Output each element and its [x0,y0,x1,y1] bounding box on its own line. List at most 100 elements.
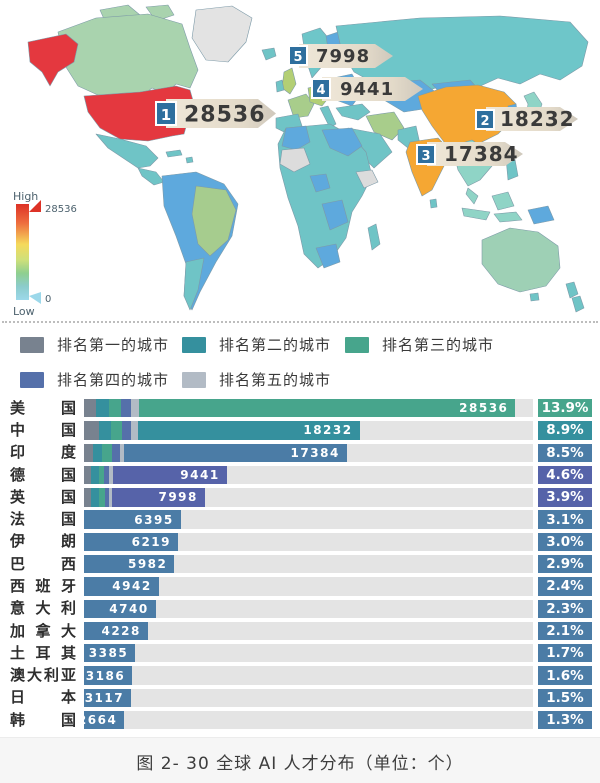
percent-badge: 2.9% [538,554,592,574]
bar-segment-rank4 [111,443,120,462]
bar: 4228 [84,621,148,641]
bar-segment-rank3 [102,443,112,462]
bar-segment-rank1 [84,465,92,485]
country-canada [57,13,199,97]
legend-label: 排名第五的城市 [219,371,332,389]
legend-item: 排名第三的城市 [345,334,494,355]
callout-rank: 2 [480,114,489,129]
bar-track: 7998 [84,488,533,507]
bar-row: 中国 18232 8.9% [10,421,592,440]
bar-value: 3186 [85,668,126,683]
bar-track: 6395 [84,510,533,529]
callout-badge [416,144,436,165]
bar-track: 3117 [84,688,533,708]
color-scale: High 28536 0 Low [13,190,77,318]
figure-caption: 图 2- 30 全球 AI 人才分布（单位：个） [136,753,464,774]
bar: 6219 [84,532,178,552]
percent-badge: 1.6% [538,666,592,685]
bar-segment-remainder [112,488,205,507]
country-australia [481,227,561,293]
bar-segment-rank2 [92,443,103,462]
scale-max-marker [29,200,41,212]
region-congo [321,199,349,231]
bar-segment-remainder [84,532,178,552]
callout-badge [311,78,331,99]
legend-label: 排名第二的城市 [219,336,332,354]
region-south-africa [315,243,341,269]
legend-swatch [345,336,369,353]
callout-badge [288,45,308,66]
bar-value: 4740 [109,601,149,616]
bar: 7998 [84,488,205,507]
bar-segment-rank3 [109,399,122,418]
bar-row: 意大利 4740 2.3% [10,599,592,618]
callout-value: 28536 [184,103,266,128]
region-malay [465,187,479,205]
legend-item: 排名第五的城市 [182,369,345,390]
bar-track: 3186 [84,666,533,685]
bar-row: 法国 6395 3.1% [10,510,592,529]
bar-row: 加拿大 4228 2.1% [10,621,592,641]
scale-max-value: 28536 [45,204,77,215]
city-rank-legend: 排名第一的城市 排名第二的城市 排名第三的城市排名第四的城市 排名第五的城市 [20,334,590,404]
percent-badge: 8.5% [538,443,592,462]
scale-min-value: 0 [45,294,51,305]
bar-segment-rank3 [110,421,122,440]
bar: 18232 [84,421,360,440]
country-ireland [275,79,285,93]
bar-segment-rank3 [98,465,105,485]
country-label: 日本 [10,688,76,707]
country-label: 加拿大 [10,621,76,640]
bar-row: 伊朗 6219 3.0% [10,532,592,552]
legend-row: 排名第一的城市 排名第二的城市 排名第三的城市 [20,334,590,355]
bar-row: 巴西 5982 2.9% [10,554,592,574]
country-iceland [261,47,277,61]
country-brazil [191,185,237,257]
region-papua [527,205,555,225]
country-label: 美国 [10,398,76,417]
bar: 3117 [84,688,132,708]
callout-value: 9441 [340,79,394,100]
bar-row: 美国 28536 13.9% [10,398,592,418]
bar-segment-rank2 [91,465,99,485]
bar-track: 4228 [84,621,533,641]
callout-rank: 3 [421,149,430,164]
bar-track: 4740 [84,599,533,618]
scale-high-label: High [13,190,38,203]
bar-segment-remainder [84,621,148,641]
bar-segment-rank1 [84,421,99,440]
country-label: 韩国 [10,710,76,729]
bar-track: 5982 [84,554,533,574]
legend-label: 排名第一的城市 [57,336,170,354]
country-mexico [95,133,159,169]
callout-value: 18232 [500,107,575,131]
bar: 4942 [84,577,159,596]
country-china [417,84,517,151]
bar: 17384 [84,443,347,462]
callout-value: 17384 [444,142,519,166]
legend-item: 排名第二的城市 [182,334,345,355]
legend-label: 排名第四的城市 [57,371,170,389]
percent-badge: 2.4% [538,577,592,596]
bar-value: 28536 [459,401,509,416]
bar-value: 17384 [290,445,340,460]
region-central-america [137,167,165,186]
country-label: 法国 [10,510,76,529]
bar-row: 西班牙 4942 2.4% [10,577,592,596]
bar-value: 2664 [77,713,118,728]
country-label: 土耳其 [10,643,76,662]
country-new-zealand [565,281,585,313]
bar-track: 28536 [84,399,533,418]
region-horn-gray [355,169,379,189]
bar-value: 3385 [88,646,129,661]
bar-segment-rank2 [98,421,111,440]
bar-value: 9441 [180,468,220,483]
bar-segment-remainder [84,688,132,708]
bar: 3186 [84,666,133,685]
bar-segment-remainder [84,554,175,574]
bar-segment-rank5 [119,443,124,462]
legend-row: 排名第四的城市 排名第五的城市 [20,369,590,390]
bar-track: 3385 [84,644,533,663]
country-madagascar [367,223,381,251]
country-italy [319,105,337,129]
